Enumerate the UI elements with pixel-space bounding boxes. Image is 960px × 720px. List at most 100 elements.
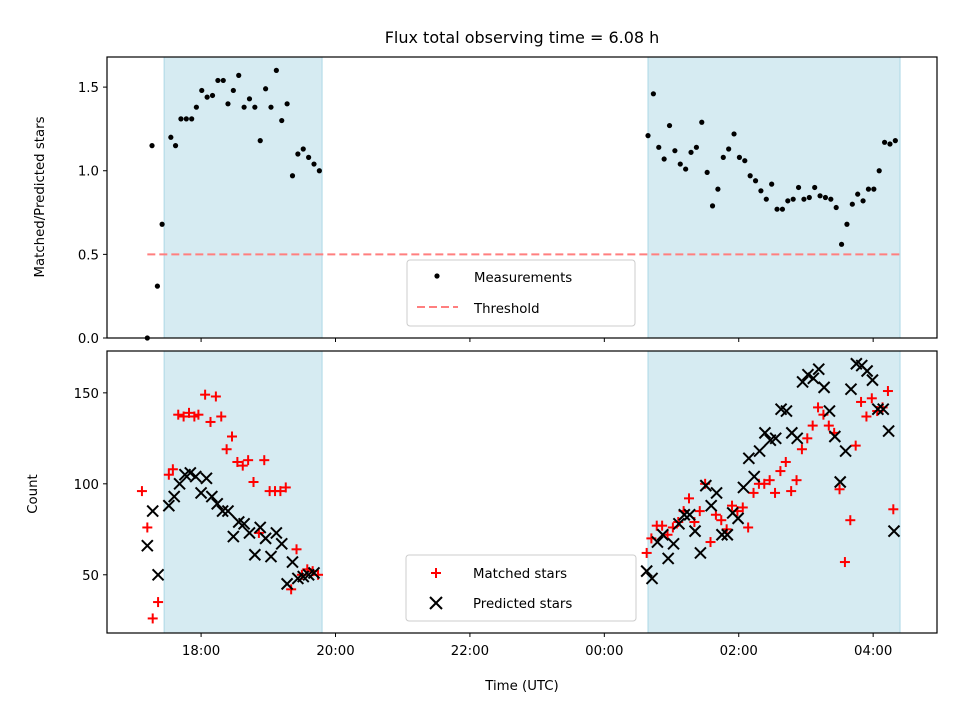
measurement-point: [311, 161, 317, 167]
predicted-star-point: [871, 403, 885, 416]
matched-star-point: [193, 409, 204, 420]
measurement-point: [785, 198, 791, 204]
matched-star-point: [205, 416, 216, 427]
count-y-axis-label: Count: [26, 474, 41, 514]
matched-star-point: [866, 393, 877, 404]
matched-star-point: [727, 500, 738, 511]
predicted-star-point: [823, 404, 836, 418]
matched-star-point: [813, 402, 824, 413]
matched-star-point: [657, 520, 668, 531]
matched-star-point: [705, 537, 716, 548]
predicted-star-point: [828, 430, 842, 443]
y-tick-label: 1.0: [78, 165, 99, 180]
measurement-point: [154, 283, 161, 289]
measurement-point: [183, 116, 189, 122]
measurement-point: [752, 178, 759, 184]
predicted-star-point: [834, 475, 847, 489]
matched-star-point: [786, 486, 797, 497]
measurement-point: [876, 168, 882, 174]
predicted-star-point: [211, 497, 224, 511]
predicted-star-point: [216, 504, 229, 518]
x-tick-label: 22:00: [451, 644, 489, 659]
predicted-star-point: [699, 479, 713, 492]
x-tick-label: 20:00: [316, 644, 354, 659]
observing-window-shading: [163, 350, 901, 634]
measurement-point: [828, 196, 834, 202]
predicted-star-point: [780, 404, 793, 418]
measurement-point: [241, 104, 247, 110]
ratio-x-ticks: [200, 338, 874, 342]
predicted-star-point: [270, 526, 283, 540]
measurement-point: [230, 87, 236, 94]
shaded-interval-1: [163, 56, 323, 339]
predicted-star-point: [704, 499, 718, 512]
measurement-point: [887, 141, 893, 147]
matched-star-point: [802, 433, 813, 444]
measurement-point: [650, 91, 656, 97]
measurement-point: [806, 194, 812, 201]
matched-star-point: [173, 409, 184, 420]
measurement-point: [149, 143, 155, 149]
predicted-star-point: [877, 403, 890, 416]
predicted-star-point: [656, 528, 670, 541]
ratio-legend: Measurements Threshold: [406, 259, 636, 327]
matched-star-point: [823, 420, 834, 431]
measurement-point: [295, 151, 301, 157]
matched-star-point: [856, 396, 867, 407]
matched-star-point: [759, 478, 770, 489]
matched-star-point: [216, 411, 227, 422]
measurement-point: [289, 173, 296, 179]
observing-window-shading: [163, 56, 901, 339]
predicted-star-point: [844, 382, 858, 396]
predicted-star-point: [672, 517, 686, 531]
predicted-star-point: [194, 486, 208, 500]
matched-star-point: [748, 487, 759, 498]
predicted-star-point: [742, 452, 756, 465]
matched-star-point: [716, 515, 727, 526]
predicted-star-point: [264, 550, 278, 563]
predicted-star-point: [151, 568, 165, 581]
measurement-point: [672, 148, 678, 154]
measurement-point: [812, 184, 818, 191]
predicted-star-point: [791, 432, 804, 445]
predicted-star-point: [812, 362, 825, 376]
star-count-points: [136, 357, 901, 624]
matched-star-point: [153, 597, 164, 608]
measurement-point: [683, 166, 689, 172]
shaded-interval-1: [163, 350, 323, 634]
x-tick-label: 02:00: [720, 644, 758, 659]
predicted-star-point: [801, 368, 815, 381]
measurement-point: [790, 196, 796, 202]
y-tick-label: 50: [82, 569, 99, 584]
y-tick-label: 0.0: [78, 332, 99, 347]
predicted-star-point: [796, 375, 809, 389]
measurement-points: [144, 67, 898, 341]
matched-star-point: [764, 475, 775, 486]
measurement-point: [758, 188, 764, 194]
measurement-point: [677, 161, 683, 167]
measurement-point: [801, 196, 807, 202]
matched-star-point: [237, 460, 248, 471]
measurement-point: [189, 116, 195, 122]
predicted-star-point: [645, 572, 659, 585]
predicted-star-point: [254, 521, 267, 534]
measurement-point: [688, 149, 694, 155]
measurement-point: [204, 94, 210, 100]
matched-star-point: [861, 411, 872, 422]
predicted-star-point: [205, 490, 219, 503]
measurement-point: [172, 143, 179, 149]
count-legend: Matched stars Predicted stars: [405, 554, 637, 622]
measurement-point: [178, 116, 184, 122]
predicted-star-point: [141, 539, 154, 552]
measurement-point: [731, 131, 737, 137]
measurement-point: [257, 138, 263, 144]
predicted-star-point: [221, 504, 235, 518]
measurement-point: [656, 144, 662, 150]
predicted-star-point: [167, 490, 181, 503]
predicted-star-point: [286, 555, 299, 569]
matched-star-point: [275, 486, 286, 497]
count-x-ticks: 18:00 20:00 22:00 00:00 02:00 04:00: [182, 633, 892, 659]
predicted-star-point: [753, 444, 766, 458]
ratio-y-ticks: 0.0 0.5 1.0 1.5: [78, 81, 107, 347]
